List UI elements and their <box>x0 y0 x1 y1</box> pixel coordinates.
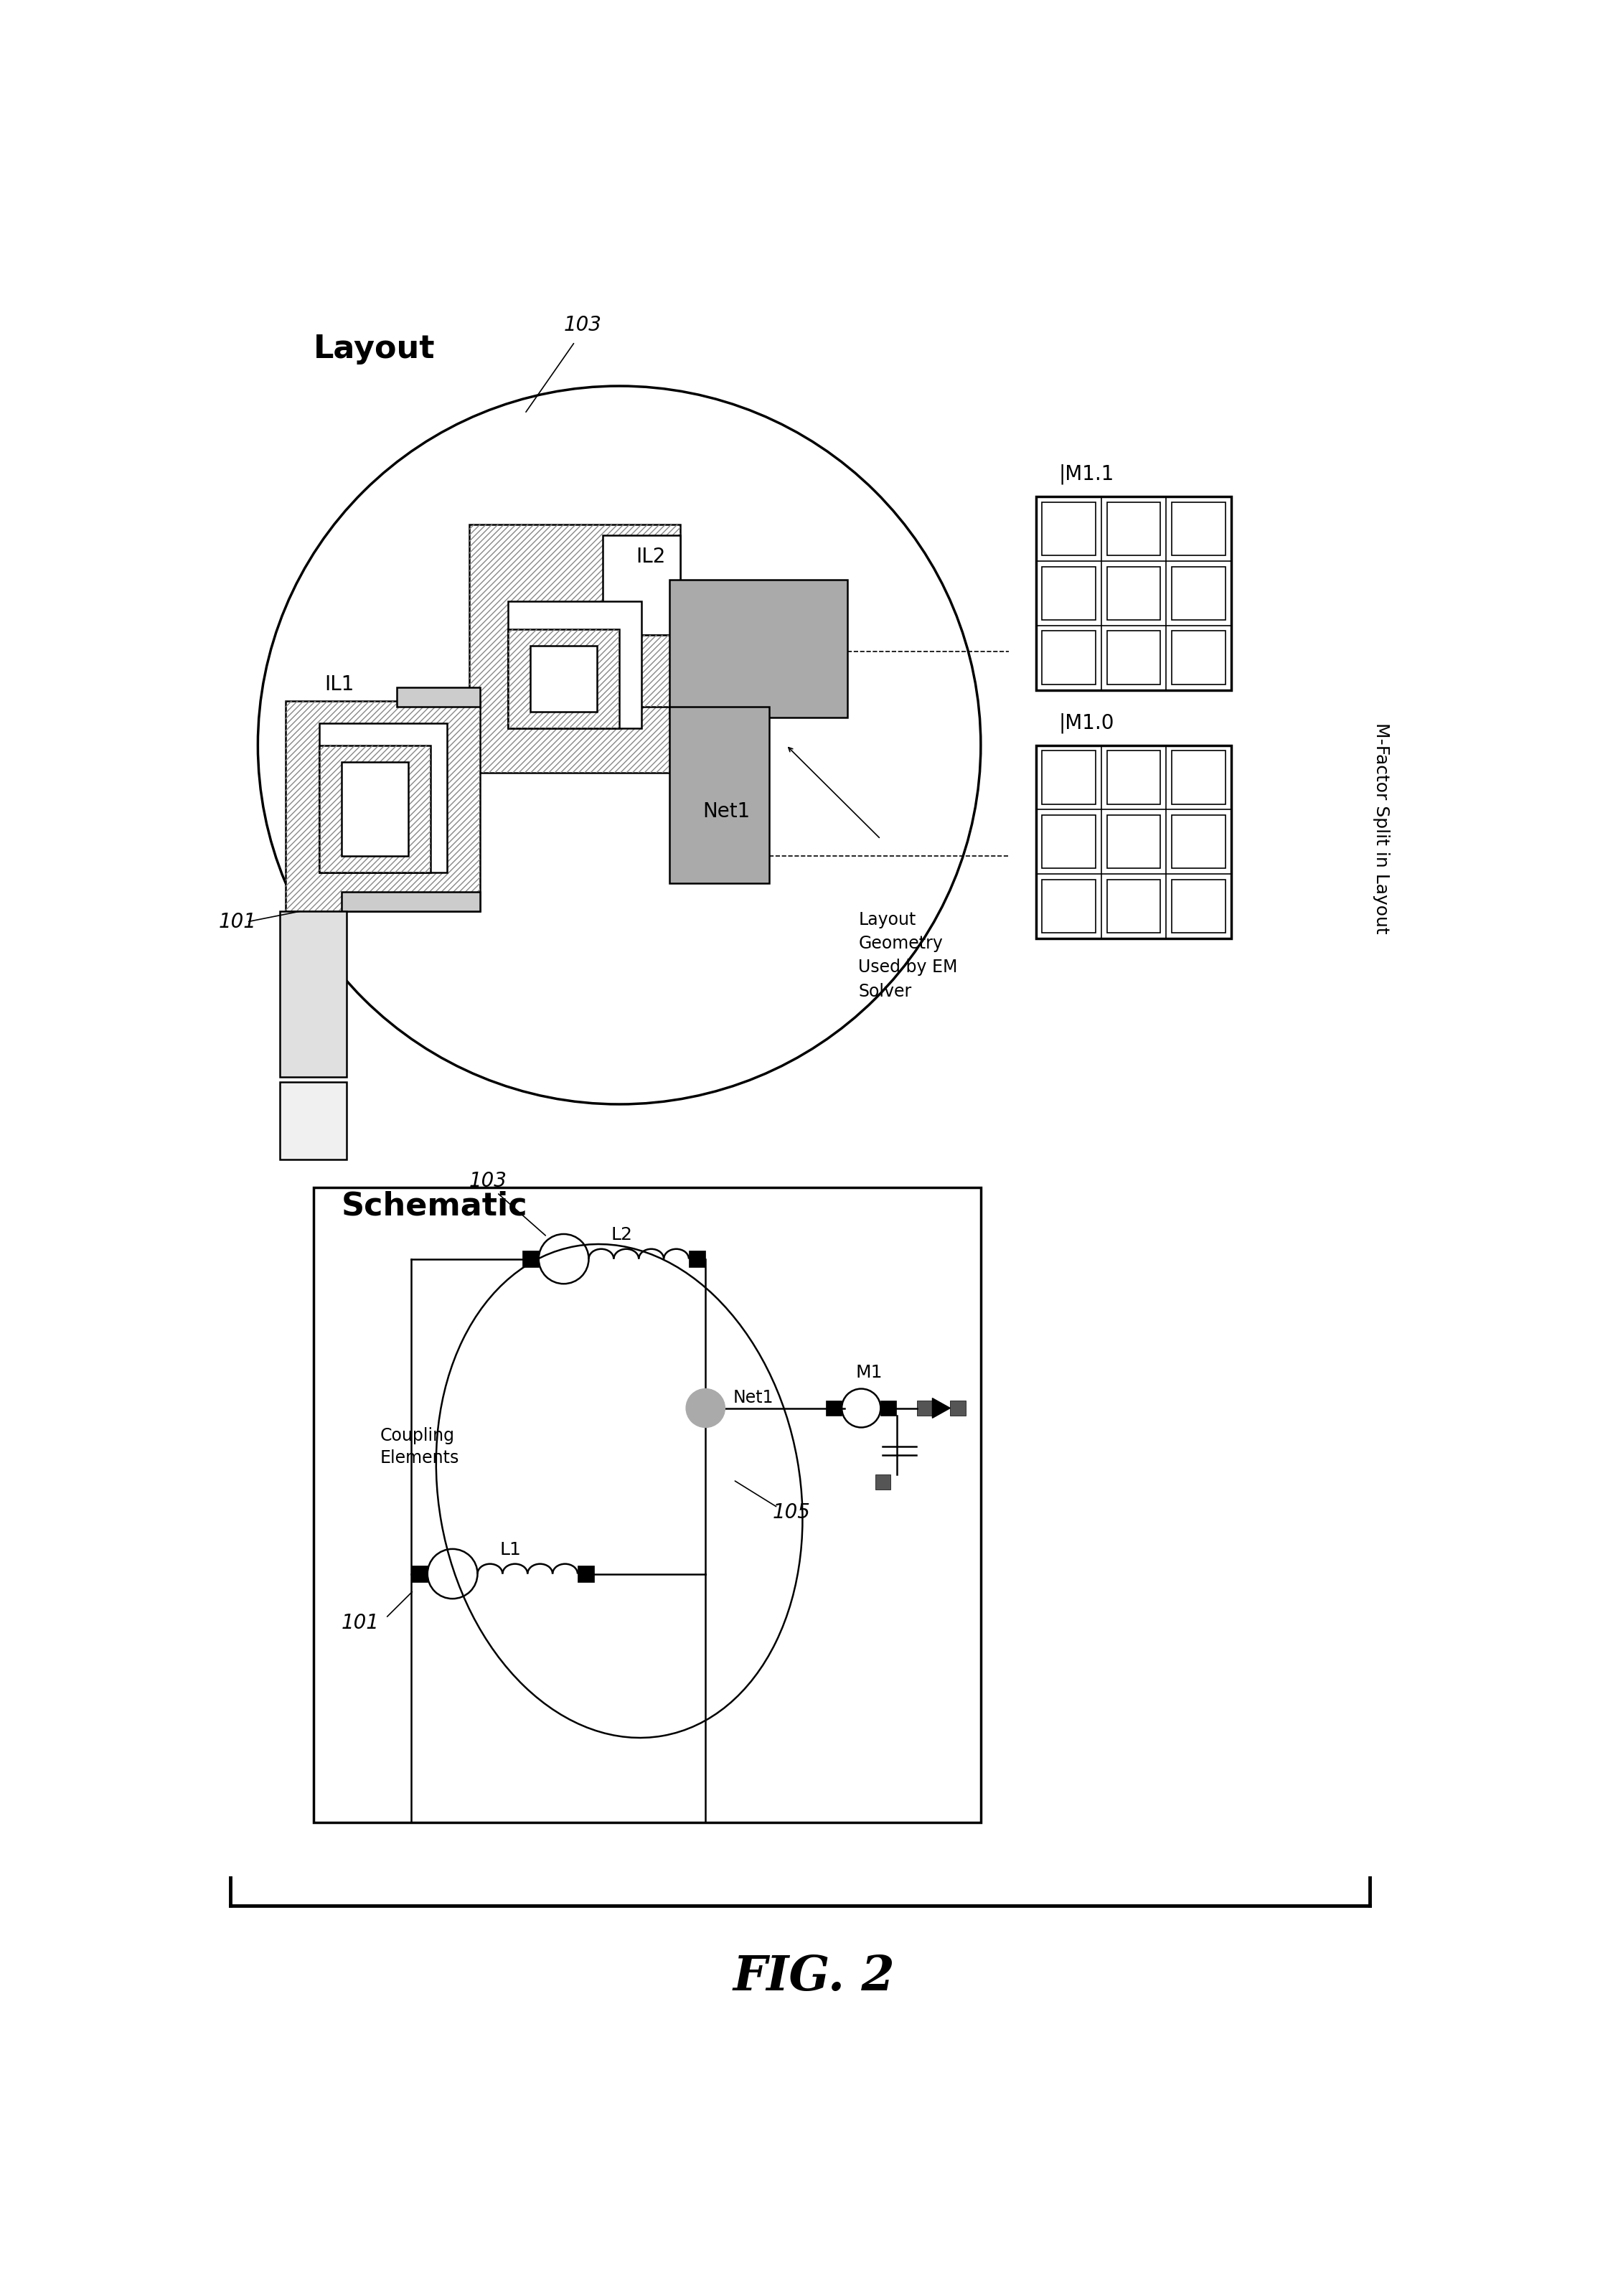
FancyBboxPatch shape <box>1107 631 1160 684</box>
FancyBboxPatch shape <box>875 1474 890 1490</box>
FancyBboxPatch shape <box>1107 567 1160 620</box>
Text: Layout: Layout <box>314 333 435 365</box>
Polygon shape <box>932 1398 950 1419</box>
FancyBboxPatch shape <box>917 1401 932 1417</box>
FancyBboxPatch shape <box>523 1251 539 1267</box>
FancyBboxPatch shape <box>1042 503 1095 556</box>
FancyBboxPatch shape <box>1171 567 1225 620</box>
Text: L1: L1 <box>500 1541 521 1559</box>
FancyBboxPatch shape <box>341 762 408 856</box>
Text: 101: 101 <box>341 1614 379 1632</box>
FancyBboxPatch shape <box>1042 879 1095 932</box>
FancyBboxPatch shape <box>1171 815 1225 868</box>
Text: FIG. 2: FIG. 2 <box>733 1954 895 2000</box>
FancyBboxPatch shape <box>1107 815 1160 868</box>
Text: 105: 105 <box>772 1504 811 1522</box>
FancyBboxPatch shape <box>578 1566 594 1582</box>
FancyBboxPatch shape <box>280 1081 346 1159</box>
FancyBboxPatch shape <box>1042 815 1095 868</box>
FancyBboxPatch shape <box>1042 567 1095 620</box>
FancyBboxPatch shape <box>670 707 770 884</box>
FancyBboxPatch shape <box>531 645 597 712</box>
FancyBboxPatch shape <box>827 1401 841 1417</box>
FancyBboxPatch shape <box>341 891 481 912</box>
FancyBboxPatch shape <box>319 723 447 872</box>
FancyBboxPatch shape <box>1171 751 1225 804</box>
FancyBboxPatch shape <box>1042 631 1095 684</box>
FancyBboxPatch shape <box>602 634 681 707</box>
FancyBboxPatch shape <box>1037 746 1231 939</box>
Text: Net1: Net1 <box>702 801 751 822</box>
Text: IL1: IL1 <box>325 675 354 693</box>
FancyBboxPatch shape <box>280 912 346 1077</box>
Text: Schematic: Schematic <box>341 1189 527 1221</box>
Text: M1: M1 <box>856 1364 882 1382</box>
FancyBboxPatch shape <box>1171 503 1225 556</box>
FancyBboxPatch shape <box>880 1401 896 1417</box>
FancyBboxPatch shape <box>1107 503 1160 556</box>
FancyBboxPatch shape <box>950 1401 966 1417</box>
FancyBboxPatch shape <box>1107 879 1160 932</box>
FancyBboxPatch shape <box>319 746 430 872</box>
Circle shape <box>686 1389 725 1428</box>
Text: IL2: IL2 <box>636 546 665 567</box>
FancyBboxPatch shape <box>602 535 681 634</box>
FancyBboxPatch shape <box>1037 496 1231 689</box>
FancyBboxPatch shape <box>508 629 620 728</box>
FancyBboxPatch shape <box>469 523 681 774</box>
FancyBboxPatch shape <box>1107 751 1160 804</box>
Text: 103: 103 <box>469 1171 506 1192</box>
FancyBboxPatch shape <box>411 1566 427 1582</box>
FancyBboxPatch shape <box>1042 751 1095 804</box>
FancyBboxPatch shape <box>1171 631 1225 684</box>
Text: 101: 101 <box>218 912 257 932</box>
FancyBboxPatch shape <box>286 700 481 912</box>
Text: M-Factor Split in Layout: M-Factor Split in Layout <box>1372 723 1390 934</box>
Text: Net1: Net1 <box>733 1389 773 1405</box>
FancyBboxPatch shape <box>1171 879 1225 932</box>
Text: Coupling
Elements: Coupling Elements <box>380 1426 460 1467</box>
Text: 103: 103 <box>563 315 602 335</box>
FancyBboxPatch shape <box>508 602 642 728</box>
Text: |M1.0: |M1.0 <box>1058 712 1115 732</box>
Text: |M1.1: |M1.1 <box>1058 464 1115 484</box>
FancyBboxPatch shape <box>396 687 481 707</box>
FancyBboxPatch shape <box>689 1251 705 1267</box>
Text: L2: L2 <box>612 1226 633 1242</box>
Text: Layout
Geometry
Used by EM
Solver: Layout Geometry Used by EM Solver <box>859 912 958 1001</box>
FancyBboxPatch shape <box>670 579 848 716</box>
FancyBboxPatch shape <box>314 1187 981 1823</box>
